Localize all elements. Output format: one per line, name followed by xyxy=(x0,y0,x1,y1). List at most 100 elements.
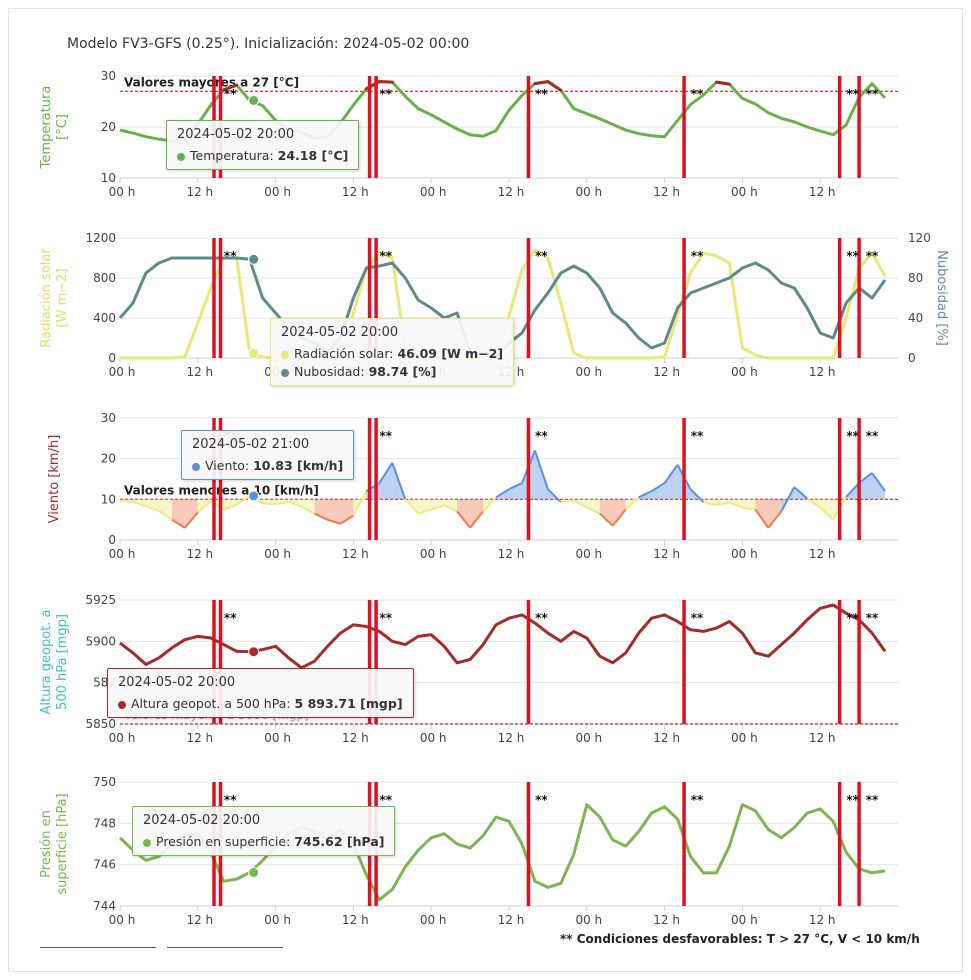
wind-segment xyxy=(314,512,328,521)
x-tick-label: 12 h xyxy=(186,365,213,379)
x-tick-label: 00 h xyxy=(731,731,758,745)
wind-segment xyxy=(638,490,653,499)
wind-segment xyxy=(158,509,173,521)
wind-segment xyxy=(417,508,432,515)
wind-segment xyxy=(651,482,666,493)
tooltip-temperature: 2024-05-02 20:00 Temperatura: 24.18 [°C] xyxy=(166,120,360,170)
wind-area xyxy=(327,499,341,524)
wind-segment xyxy=(236,495,251,506)
y-tick-label: 0 xyxy=(108,351,116,365)
tab-underline-1[interactable] xyxy=(40,947,156,948)
wind-area xyxy=(509,483,522,500)
x-tick-label: 12 h xyxy=(653,547,680,561)
tooltip-radiation: 2024-05-02 20:00 Radiación solar: 46.09 … xyxy=(270,318,515,386)
star-label: ** xyxy=(866,793,879,807)
wind-area xyxy=(470,499,484,528)
x-tick-label: 12 h xyxy=(342,185,369,199)
threshold-label: Valores mayores a 27 [°C] xyxy=(124,75,299,89)
star-label: ** xyxy=(224,249,237,263)
star-label: ** xyxy=(846,249,859,263)
radiation-dot-icon xyxy=(281,350,289,359)
tab-underline-2[interactable] xyxy=(167,947,283,948)
x-tick-label: 00 h xyxy=(420,731,447,745)
wind-segment xyxy=(560,499,574,504)
wind-segment xyxy=(469,510,484,529)
wind-segment xyxy=(729,501,743,509)
tooltip-value: 24.18 [°C] xyxy=(277,148,349,163)
x-tick-label: 00 h xyxy=(575,731,602,745)
star-label: ** xyxy=(691,87,704,101)
series-line-Altura geopot. a 500 hPa xyxy=(119,603,887,670)
tooltip-pressure: 2024-05-02 20:00 Presión en superficie: … xyxy=(132,806,396,856)
x-tick-label: 00 h xyxy=(575,547,602,561)
star-label: ** xyxy=(866,611,879,625)
wind-segment xyxy=(301,505,315,515)
y-tick-label: 10 xyxy=(101,492,116,506)
wind-segment xyxy=(378,462,394,484)
wind-segment xyxy=(352,490,368,517)
wind-segment xyxy=(508,482,523,491)
star-label: ** xyxy=(380,87,393,101)
x-tick-label: 12 h xyxy=(498,185,525,199)
star-label: ** xyxy=(535,87,548,101)
tooltip-geopotential: 2024-05-02 20:00 Altura geopot. a 500 hP… xyxy=(107,668,414,718)
star-label: ** xyxy=(846,429,859,443)
star-label: ** xyxy=(866,429,879,443)
x-tick-label: 12 h xyxy=(809,913,836,927)
wind-segment xyxy=(184,511,199,529)
wind-segment xyxy=(625,496,640,511)
wind-area xyxy=(444,499,458,512)
x-tick-label: 12 h xyxy=(498,731,525,745)
wind-segment xyxy=(767,510,783,529)
wind-area xyxy=(872,472,886,500)
tooltip-value: 5 893.71 [mgp] xyxy=(294,696,403,711)
wind-area xyxy=(145,499,159,511)
wind-marker xyxy=(248,490,260,502)
wind-area xyxy=(664,464,678,500)
wind-segment xyxy=(845,482,860,498)
star-label: ** xyxy=(380,793,393,807)
wind-segment xyxy=(456,510,471,529)
wind-segment xyxy=(871,472,886,492)
y-axis-label: Radiación solar xyxy=(39,248,54,348)
wind-area xyxy=(301,499,315,514)
y-tick-label: 5925 xyxy=(85,593,116,607)
x-tick-label: 12 h xyxy=(498,913,525,927)
series-marker xyxy=(248,94,260,106)
chart-title: Modelo FV3-GFS (0.25°). Inicialización: … xyxy=(67,36,470,52)
wind-area xyxy=(859,472,873,500)
star-label: ** xyxy=(846,611,859,625)
wind-segment xyxy=(754,508,770,529)
y-right-tick-label: 120 xyxy=(908,231,931,245)
wind-segment xyxy=(858,472,873,484)
x-tick-label: 00 h xyxy=(109,913,136,927)
x-tick-label: 00 h xyxy=(731,185,758,199)
cloud-dot-icon xyxy=(281,368,289,377)
wind-segment xyxy=(663,464,679,484)
x-tick-label: 12 h xyxy=(186,547,213,561)
y-tick-label: 1200 xyxy=(85,231,116,245)
y-axis-label: Altura geopot. a xyxy=(39,609,54,714)
wind-area xyxy=(820,499,834,520)
wind-segment xyxy=(806,497,821,509)
tooltip-value: 745.62 [hPa] xyxy=(294,834,385,849)
pressure-dot-icon xyxy=(143,838,151,847)
star-label: ** xyxy=(224,611,237,625)
y-tick-label: 744 xyxy=(93,899,116,913)
x-tick-label: 00 h xyxy=(264,731,291,745)
x-tick-label: 00 h xyxy=(264,185,291,199)
tooltip-label: Viento xyxy=(205,458,245,473)
wind-segment xyxy=(132,500,147,508)
star-label: ** xyxy=(866,249,879,263)
y-tick-label: 800 xyxy=(93,271,116,285)
series-marker xyxy=(248,253,260,265)
wind-segment xyxy=(197,500,212,514)
x-tick-label: 00 h xyxy=(109,185,136,199)
wind-segment xyxy=(793,486,808,500)
y-tick-label: 30 xyxy=(101,69,116,83)
wind-segment xyxy=(430,504,445,511)
y-right-tick-label: 0 xyxy=(908,351,916,365)
wind-segment xyxy=(611,508,627,527)
wind-segment xyxy=(533,450,549,490)
x-tick-label: 12 h xyxy=(809,365,836,379)
